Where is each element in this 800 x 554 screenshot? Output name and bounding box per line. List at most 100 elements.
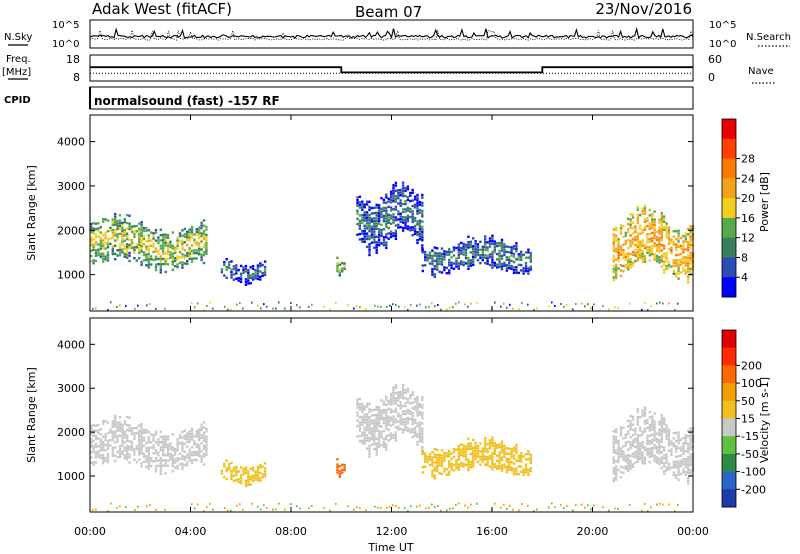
power-cell-746 bbox=[392, 197, 395, 200]
velocity-cell-78 bbox=[109, 439, 112, 442]
velocity-cell-1260 bbox=[622, 453, 625, 456]
power-cell-1107 bbox=[496, 244, 499, 248]
velocity-cell-94 bbox=[114, 446, 117, 449]
velocity-cell-173 bbox=[130, 427, 134, 430]
velocity-cell-1029 bbox=[472, 465, 475, 468]
velocity-clutter-1667 bbox=[374, 505, 376, 508]
velocity-cell-526 bbox=[261, 476, 264, 479]
power-cell-1227 bbox=[615, 258, 618, 261]
power-cell-1354 bbox=[641, 252, 644, 255]
power-cell-1360 bbox=[641, 228, 644, 232]
velocity-cell-335 bbox=[176, 467, 179, 470]
velocity-cell-201 bbox=[140, 451, 143, 455]
power-cell-1398 bbox=[648, 214, 651, 217]
power-cell-896 bbox=[421, 196, 424, 199]
velocity-cell-888 bbox=[421, 430, 424, 433]
power-cell-508 bbox=[251, 273, 255, 276]
velocity-cell-1459 bbox=[660, 432, 663, 435]
velocity-clutter-1633 bbox=[194, 507, 196, 510]
power-clutter-1676 bbox=[407, 308, 409, 311]
velocity-cell-516 bbox=[256, 476, 260, 479]
power-cell-1559 bbox=[682, 243, 685, 246]
velocity-cell-741 bbox=[392, 420, 395, 423]
power-cell-718 bbox=[387, 221, 390, 224]
velocity-cell-861 bbox=[416, 414, 419, 417]
velocity-cell-1600 bbox=[689, 440, 692, 443]
velocity-cell-882 bbox=[421, 448, 424, 451]
power-clutter-1620 bbox=[95, 307, 97, 310]
velocity-cell-294 bbox=[162, 435, 165, 438]
velocity-cell-1107 bbox=[496, 446, 499, 449]
velocity-cell-1473 bbox=[663, 449, 666, 452]
power-cell-1152 bbox=[510, 254, 513, 257]
power-cell-1037 bbox=[472, 237, 475, 240]
velocity-cell-24 bbox=[94, 450, 98, 454]
power-cell-245 bbox=[150, 255, 153, 258]
velocity-cell-1183 bbox=[522, 473, 525, 477]
power-cell-1291 bbox=[629, 253, 632, 256]
power-cell-851 bbox=[413, 206, 417, 209]
velocity-cell-841 bbox=[411, 406, 414, 410]
power-cell-256 bbox=[154, 268, 158, 272]
power-cell-918 bbox=[431, 260, 434, 263]
velocity-cell-962 bbox=[448, 470, 451, 474]
power-cell-67 bbox=[106, 259, 110, 262]
power-clutter-1679 bbox=[419, 303, 421, 306]
power-cell-323 bbox=[171, 257, 174, 261]
velocity-cell-893 bbox=[421, 411, 424, 415]
velocity-cell-1210 bbox=[612, 461, 615, 464]
power-cell-471 bbox=[232, 273, 236, 276]
power-cell-1086 bbox=[491, 263, 494, 267]
power-cell-309 bbox=[166, 247, 170, 250]
velocity-cell-360 bbox=[181, 431, 184, 434]
velocity-cell-105 bbox=[116, 450, 119, 454]
velocity-cell-1499 bbox=[667, 436, 671, 439]
velocity-cell-1581 bbox=[687, 458, 690, 461]
velocity-cell-254 bbox=[152, 436, 155, 439]
power-cell-1265 bbox=[624, 266, 627, 269]
velocity-cell-276 bbox=[159, 464, 162, 468]
velocity-cell-1083 bbox=[488, 441, 492, 445]
velocity-background bbox=[90, 318, 693, 512]
power-cell-687 bbox=[382, 244, 386, 247]
velocity-cell-129 bbox=[121, 436, 124, 440]
power-cell-1577 bbox=[687, 267, 690, 271]
velocity-colorbar-swatch-0 bbox=[722, 330, 736, 349]
velocity-cell-1436 bbox=[658, 462, 661, 466]
velocity-cell-1293 bbox=[629, 444, 632, 447]
velocity-cell-1313 bbox=[634, 461, 637, 464]
velocity-cell-1291 bbox=[629, 454, 632, 457]
power-cell-457 bbox=[223, 261, 226, 264]
power-cell-1159 bbox=[512, 260, 516, 264]
power-cell-1563 bbox=[684, 269, 687, 272]
velocity-cell-1420 bbox=[653, 433, 656, 436]
velocity-cell-247 bbox=[150, 441, 153, 444]
power-clutter-1665 bbox=[359, 306, 361, 309]
power-cell-611 bbox=[368, 243, 371, 246]
power-cell-74 bbox=[106, 238, 110, 241]
power-cell-828 bbox=[409, 210, 412, 213]
power-cell-141 bbox=[123, 231, 126, 234]
velocity-cell-511 bbox=[254, 478, 257, 481]
power-clutter-1652 bbox=[278, 301, 280, 304]
velocity-cell-739 bbox=[392, 433, 395, 437]
velocity-cell-542 bbox=[338, 465, 341, 468]
power-cell-387 bbox=[188, 228, 191, 231]
velocity-cell-1359 bbox=[641, 433, 644, 436]
power-cell-1534 bbox=[677, 261, 680, 264]
power-cell-344 bbox=[178, 261, 182, 264]
velocity-cell-1367 bbox=[643, 448, 647, 452]
power-cell-310 bbox=[166, 244, 170, 247]
power-cell-1298 bbox=[629, 221, 632, 224]
velocity-cell-1113 bbox=[498, 456, 501, 459]
power-cell-1333 bbox=[636, 232, 639, 235]
power-cell-670 bbox=[377, 220, 381, 223]
power-cell-1430 bbox=[655, 249, 659, 252]
velocity-cell-443 bbox=[205, 453, 208, 457]
velocity-cell-770 bbox=[397, 415, 400, 418]
power-cell-1210 bbox=[612, 260, 615, 263]
power-cell-1240 bbox=[617, 248, 620, 252]
power-cell-384 bbox=[188, 236, 191, 239]
power-cell-1042 bbox=[474, 245, 477, 248]
velocity-cell-993 bbox=[460, 464, 463, 467]
